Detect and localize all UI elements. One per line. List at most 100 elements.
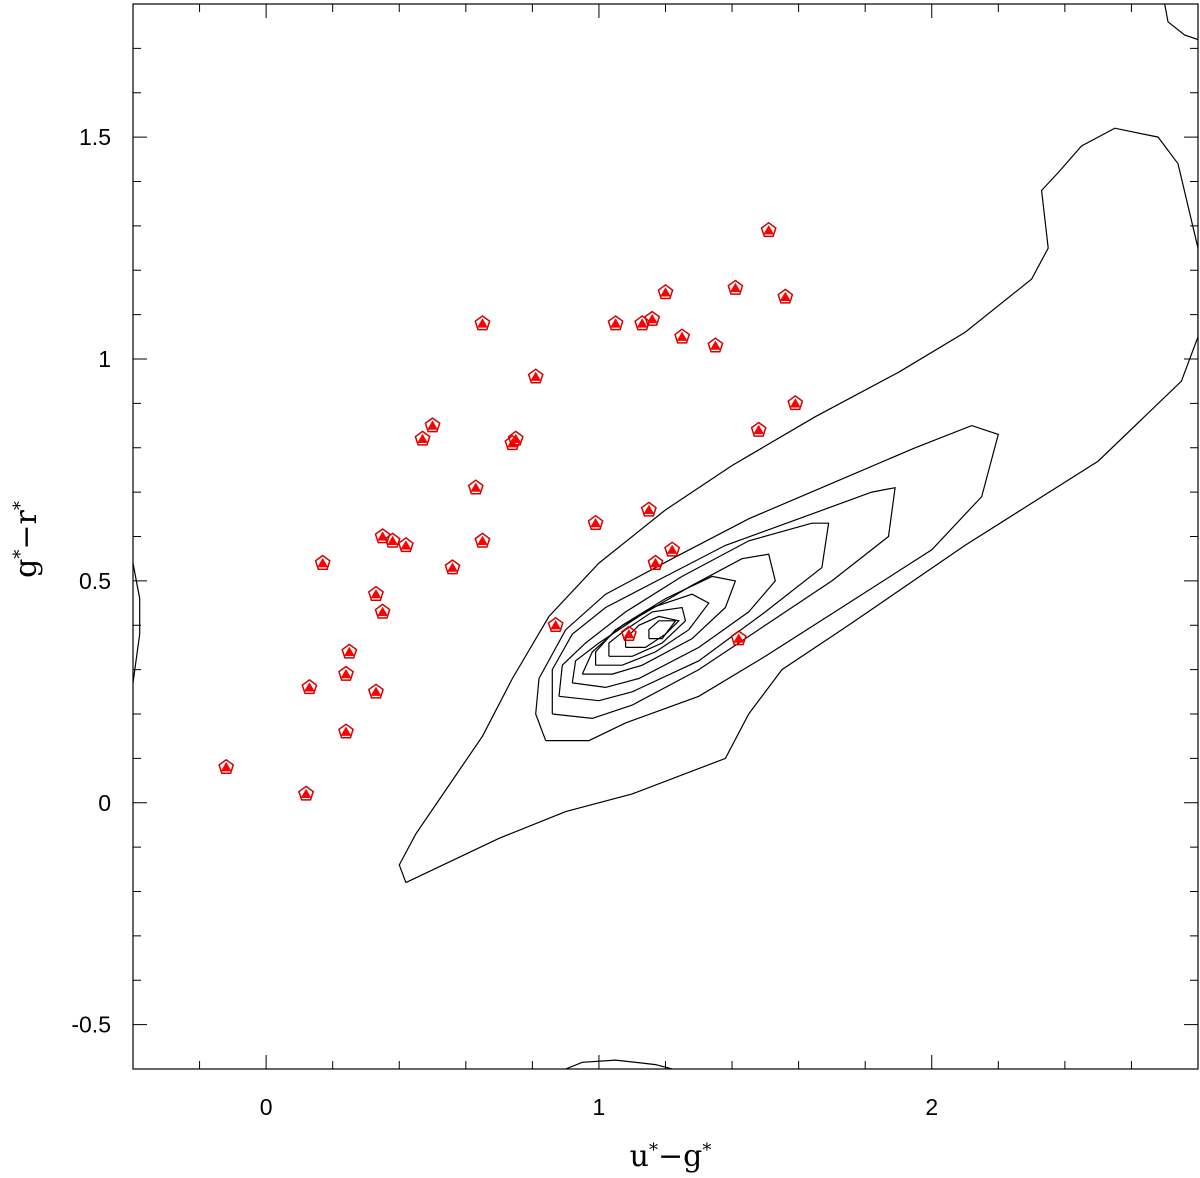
point-outline [730,630,747,646]
data-point [341,643,358,659]
y-tick-label: 0.5 [79,568,111,594]
point-fill [779,291,791,301]
contour-line-2 [551,486,896,720]
data-point [374,603,391,619]
point-outline [634,315,651,331]
point-outline [760,221,777,238]
point-outline [644,310,661,326]
point-fill [317,557,329,568]
point-fill [550,620,561,630]
point-fill [623,628,635,639]
point-outline [647,554,664,570]
point-fill [530,371,542,381]
point-outline [527,368,544,384]
point-fill [610,318,621,328]
contour-line-7 [608,606,687,657]
point-fill [344,646,355,656]
data-point [634,315,651,331]
point-fill [300,788,312,798]
point-fill [643,504,655,514]
y-tick-label: -0.5 [71,1012,111,1038]
data-point [664,541,681,557]
point-outline [341,643,358,659]
point-outline [467,479,484,495]
data-point [298,785,315,801]
y-tick-label: 1 [98,346,111,372]
point-fill [710,340,721,350]
point-outline [298,785,315,801]
point-fill [447,562,458,572]
data-point [444,559,461,575]
data-point [397,536,414,553]
point-fill [753,424,765,435]
x-axis-label: u*−g* [630,1139,712,1174]
point-fill [417,433,428,443]
point-outline [474,532,491,548]
point-outline [414,430,431,446]
data-point [367,683,384,699]
data-point [547,616,564,633]
point-outline [727,279,744,295]
point-fill [510,433,522,443]
data-points [218,221,804,801]
point-outline [424,417,441,433]
point-fill [646,313,658,324]
tick-labels: 0 1 2 -0.5 0 0.5 1 1.5 [71,124,938,1120]
contour-line-1 [535,424,1000,742]
point-fill [400,540,412,550]
point-outline [384,532,401,548]
point-fill [377,606,388,616]
point-fill [470,482,482,492]
data-point [474,315,491,331]
point-outline [374,603,391,619]
point-fill [304,682,315,692]
point-fill [370,686,382,696]
contour-line-3 [558,522,830,702]
point-outline [777,288,794,304]
data-point [750,421,767,437]
x-tick-label: 0 [260,1094,273,1120]
data-point [730,630,747,646]
point-fill [666,544,678,554]
point-fill [650,557,661,568]
contour-line-0 [398,127,1198,884]
point-outline [314,554,331,570]
data-point [384,532,401,548]
point-fill [340,726,352,736]
point-outline [674,328,691,344]
data-point [338,665,354,681]
y-tick-label: 0 [98,790,111,816]
data-point [707,337,724,353]
point-fill [590,518,601,528]
contour-line-4 [571,553,776,689]
data-point [474,532,491,548]
data-point [414,430,431,446]
y-axis-label: g*−r* [9,501,44,578]
point-outline [547,616,564,633]
contour-line-6 [594,593,710,666]
point-outline [750,421,767,437]
point-outline [507,430,524,446]
point-fill [340,668,352,679]
data-point [727,279,744,295]
point-fill [477,318,488,328]
data-point [620,625,637,641]
data-point [640,501,657,517]
point-outline [787,394,804,411]
contour-line-12 [565,1059,673,1069]
axis-ticks [132,3,1199,1069]
data-point [424,417,441,433]
point-outline [607,315,624,331]
point-outline [657,283,674,300]
data-point [527,368,544,384]
point-fill [733,633,745,643]
data-point [674,328,691,344]
point-outline [374,528,391,544]
point-fill [427,420,438,430]
point-outline [338,665,354,681]
data-point [301,678,318,695]
contour-line-10 [1164,4,1198,41]
point-outline [664,541,681,557]
point-outline [620,625,637,641]
